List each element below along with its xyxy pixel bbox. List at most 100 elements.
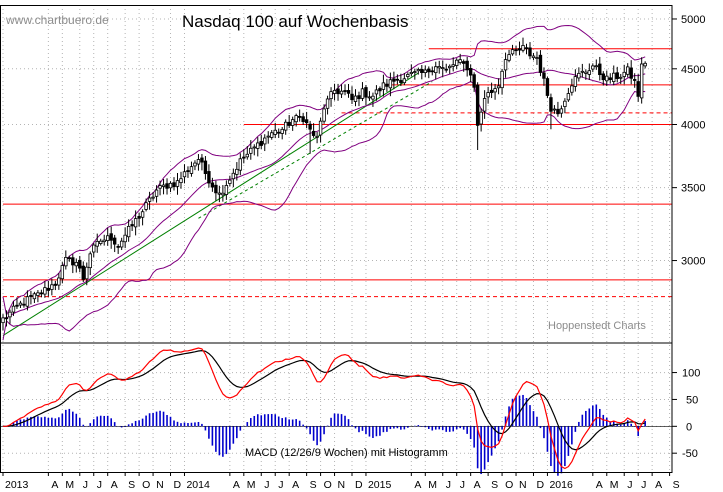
candle-body	[598, 63, 602, 76]
candle-body	[1, 317, 5, 324]
candle-body	[475, 84, 480, 126]
candle-body	[423, 69, 427, 73]
trend-line-0	[2, 72, 419, 336]
candle-body	[259, 140, 263, 146]
candle-body	[444, 68, 448, 71]
x-tick-label: S	[673, 479, 680, 491]
candle-body	[297, 115, 302, 118]
candle-body	[106, 235, 110, 241]
candle-body	[182, 171, 187, 178]
candle-body	[420, 68, 424, 74]
candle-body	[496, 85, 501, 89]
y-tick-label: 4500	[681, 64, 705, 76]
candle-body	[416, 69, 421, 72]
candle-body	[242, 156, 246, 159]
candle-body	[577, 72, 581, 79]
candle-body	[503, 59, 508, 71]
candle-body	[580, 70, 585, 73]
candle-body	[608, 77, 612, 80]
candle-body	[350, 93, 354, 101]
candle-body	[507, 54, 511, 61]
candle-body	[4, 317, 9, 320]
candle-body	[95, 240, 99, 247]
y-tick-label: 5000	[681, 14, 705, 26]
candle-body	[189, 166, 194, 174]
candle-body	[591, 65, 595, 70]
candle-body	[203, 160, 208, 175]
candle-body	[301, 116, 305, 123]
candle-body	[322, 108, 326, 122]
horizontal-lines-layer	[3, 48, 672, 298]
candle-body	[99, 240, 103, 244]
candle-body	[315, 135, 319, 138]
candle-body	[130, 224, 134, 227]
candle-body	[228, 179, 232, 184]
candle-body	[11, 305, 16, 313]
candle-body	[144, 202, 148, 210]
candle-body	[500, 70, 504, 89]
candle-body	[60, 265, 65, 280]
candle-body	[615, 72, 619, 79]
candle-body	[92, 244, 96, 253]
candle-body	[360, 88, 365, 99]
trend-line-1	[198, 81, 433, 219]
candle-body	[524, 47, 529, 50]
candle-body	[67, 257, 72, 260]
candle-body	[22, 303, 26, 306]
candle-body	[542, 72, 546, 79]
candle-body	[64, 256, 68, 267]
candle-body	[339, 90, 344, 95]
chart-title: Nasdaq 100 auf Wochenbasis	[182, 12, 409, 31]
macd-y-tick-label: 0	[686, 421, 692, 433]
candle-body	[8, 311, 12, 318]
candle-body	[364, 87, 368, 98]
candle-body	[168, 182, 173, 189]
candle-body	[78, 259, 82, 269]
candle-body	[231, 172, 236, 180]
candle-body	[245, 153, 249, 158]
candle-body	[402, 78, 407, 84]
candle-body	[283, 121, 288, 131]
candle-body	[406, 74, 410, 77]
x-tick-label: J	[460, 479, 465, 491]
x-tick-label: 2014	[186, 479, 210, 491]
candle-body	[454, 59, 459, 66]
candle-body	[329, 91, 333, 100]
candle-body	[626, 66, 630, 75]
candle-body	[343, 90, 347, 92]
candle-body	[270, 132, 274, 138]
x-tick-label: O	[505, 479, 513, 491]
candle-body	[140, 211, 145, 218]
candle-body	[367, 96, 372, 99]
candle-body	[123, 234, 127, 243]
candle-body	[538, 54, 543, 73]
candle-body	[29, 295, 33, 297]
candle-body	[587, 70, 592, 75]
x-tick-label: J	[278, 479, 283, 491]
candle-body	[399, 80, 403, 83]
x-tick-label: A	[596, 479, 603, 491]
candle-body	[25, 296, 30, 307]
candle-body	[458, 59, 462, 63]
candle-body	[165, 183, 169, 189]
candle-body	[151, 196, 155, 199]
x-tick-label: S	[128, 479, 135, 491]
candle-body	[277, 131, 281, 134]
candle-body	[256, 142, 260, 149]
x-tick-label: N	[156, 479, 164, 491]
x-tick-label: 2013	[5, 479, 29, 491]
x-tick-label: N	[519, 479, 527, 491]
macd-line	[3, 347, 646, 470]
macd-y-tick-label: -50	[682, 448, 698, 460]
candle-body	[74, 261, 78, 267]
candle-body	[50, 284, 54, 290]
candle-body	[441, 67, 445, 70]
candle-body	[594, 65, 598, 68]
candle-body	[43, 287, 47, 295]
candle-body	[200, 157, 204, 163]
grid-layer	[0, 5, 672, 472]
candle-body	[461, 61, 466, 64]
candle-body	[224, 185, 229, 195]
candle-body	[619, 76, 623, 79]
